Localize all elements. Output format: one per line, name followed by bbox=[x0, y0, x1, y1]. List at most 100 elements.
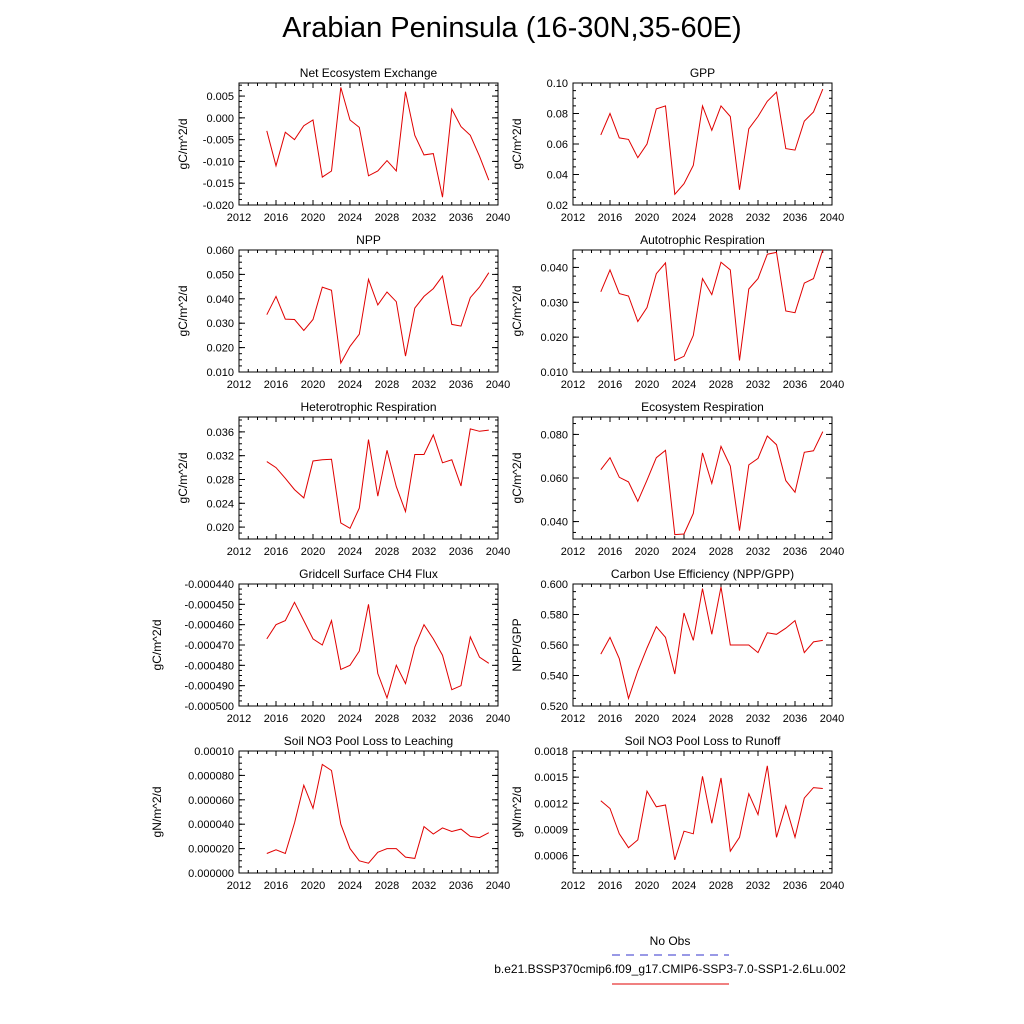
panel-10: Soil NO3 Pool Loss to Runoff gN/m^2/d 2012… bbox=[510, 734, 844, 892]
y-tick-label: 0.024 bbox=[206, 498, 234, 510]
y-tick-label: 0.005 bbox=[206, 91, 234, 103]
y-axis-label: gN/m^2/d bbox=[150, 787, 164, 838]
x-tick-label: 2040 bbox=[486, 212, 510, 224]
panel-title: GPP bbox=[690, 66, 715, 80]
y-axis-label: gC/m^2/d bbox=[150, 620, 164, 671]
y-axis-label: NPP/GPP bbox=[510, 618, 524, 671]
x-tick-label: 2032 bbox=[412, 713, 436, 725]
y-tick-label: 0.580 bbox=[540, 610, 568, 622]
x-tick-label: 2036 bbox=[783, 379, 807, 391]
x-tick-label: 2024 bbox=[338, 546, 362, 558]
panel-title: Autotrophic Respiration bbox=[640, 233, 765, 247]
y-tick-label: 0.0009 bbox=[534, 824, 568, 836]
panel-4: Autotrophic Respiration gC/m^2/d 2012 2016 2… bbox=[510, 233, 844, 391]
x-tick-label: 2028 bbox=[709, 880, 733, 892]
y-tick-label: 0.060 bbox=[206, 245, 234, 257]
x-tick-label: 2020 bbox=[301, 546, 325, 558]
y-tick-label: 0.040 bbox=[206, 294, 234, 306]
plot-frame bbox=[572, 82, 833, 206]
series-line bbox=[600, 249, 824, 362]
x-tick-label: 2040 bbox=[486, 880, 510, 892]
x-tick-label: 2032 bbox=[746, 379, 770, 391]
y-tick-label: 0.000000 bbox=[188, 868, 234, 880]
series-line bbox=[266, 601, 490, 700]
x-tick-label: 2024 bbox=[672, 880, 696, 892]
x-tick-label: 2012 bbox=[561, 546, 585, 558]
panel-5: Heterotrophic Respiration gC/m^2/d 2012 201… bbox=[176, 400, 510, 558]
y-tick-label: 0.520 bbox=[540, 701, 568, 713]
x-tick-label: 2020 bbox=[635, 713, 659, 725]
x-tick-label: 2036 bbox=[783, 212, 807, 224]
y-tick-label: -0.010 bbox=[203, 156, 234, 168]
y-tick-label: 0.060 bbox=[540, 473, 568, 485]
panel-3: NPP gC/m^2/d 2012 2016 2020 2024 2028 2032 2036 2… bbox=[176, 233, 510, 391]
x-tick-label: 2012 bbox=[561, 212, 585, 224]
x-tick-label: 2024 bbox=[338, 212, 362, 224]
x-tick-label: 2016 bbox=[264, 713, 288, 725]
x-tick-label: 2032 bbox=[746, 546, 770, 558]
y-tick-label: 0.600 bbox=[540, 579, 568, 591]
y-tick-label: 0.010 bbox=[206, 367, 234, 379]
series-line bbox=[600, 431, 824, 536]
y-tick-label: 0.0012 bbox=[534, 798, 568, 810]
y-tick-label: 0.080 bbox=[540, 429, 568, 441]
y-tick-label: 0.000020 bbox=[188, 844, 234, 856]
x-tick-label: 2028 bbox=[709, 212, 733, 224]
x-tick-label: 2040 bbox=[486, 546, 510, 558]
series-line bbox=[266, 428, 489, 530]
y-axis-label: gC/m^2/d bbox=[510, 453, 524, 504]
panel-title: Carbon Use Efficiency (NPP/GPP) bbox=[611, 567, 794, 581]
x-tick-label: 2020 bbox=[301, 212, 325, 224]
x-tick-label: 2016 bbox=[598, 379, 622, 391]
x-tick-label: 2012 bbox=[227, 546, 251, 558]
y-tick-label: 0.010 bbox=[540, 367, 568, 379]
y-tick-label: 0.000 bbox=[206, 113, 234, 125]
x-tick-label: 2036 bbox=[449, 379, 473, 391]
y-axis-label: gC/m^2/d bbox=[510, 119, 524, 170]
y-tick-label: -0.000450 bbox=[184, 599, 234, 611]
x-tick-label: 2036 bbox=[449, 880, 473, 892]
x-tick-label: 2024 bbox=[672, 379, 696, 391]
series-line bbox=[266, 272, 490, 365]
x-tick-label: 2020 bbox=[635, 880, 659, 892]
panel-title: Soil NO3 Pool Loss to Runoff bbox=[625, 734, 782, 748]
x-tick-label: 2012 bbox=[561, 713, 585, 725]
legend-model-label: b.e21.BSSP370cmip6.f09_g17.CMIP6-SSP3-7.… bbox=[494, 962, 846, 976]
plot-frame bbox=[238, 249, 499, 373]
x-tick-label: 2028 bbox=[375, 379, 399, 391]
x-tick-label: 2016 bbox=[598, 880, 622, 892]
x-tick-label: 2020 bbox=[301, 880, 325, 892]
y-tick-label: -0.000470 bbox=[184, 640, 234, 652]
page-title: Arabian Peninsula (16-30N,35-60E) bbox=[282, 12, 742, 44]
y-tick-label: 0.030 bbox=[206, 318, 234, 330]
x-tick-label: 2032 bbox=[746, 713, 770, 725]
y-tick-label: 0.000040 bbox=[188, 819, 234, 831]
x-tick-label: 2036 bbox=[783, 713, 807, 725]
x-tick-label: 2040 bbox=[820, 880, 844, 892]
x-tick-label: 2028 bbox=[709, 379, 733, 391]
y-tick-label: 0.032 bbox=[206, 451, 234, 463]
plot-frame bbox=[238, 583, 499, 707]
x-tick-label: 2024 bbox=[672, 713, 696, 725]
x-tick-label: 2016 bbox=[598, 212, 622, 224]
legend-obs-label: No Obs bbox=[650, 934, 691, 948]
legend: No Obs b.e21.BSSP370cmip6.f09_g17.CMIP6-S… bbox=[494, 934, 846, 985]
plot-frame bbox=[572, 583, 833, 707]
x-tick-label: 2028 bbox=[709, 713, 733, 725]
series-line bbox=[266, 87, 490, 198]
x-tick-label: 2040 bbox=[820, 379, 844, 391]
y-tick-label: 0.02 bbox=[547, 200, 568, 212]
y-tick-label: -0.005 bbox=[203, 135, 234, 147]
y-axis-label: gC/m^2/d bbox=[176, 453, 190, 504]
series-line bbox=[600, 586, 823, 701]
x-tick-label: 2024 bbox=[338, 880, 362, 892]
plot-frame bbox=[238, 82, 499, 206]
y-tick-label: 0.040 bbox=[540, 517, 568, 529]
x-tick-label: 2024 bbox=[672, 212, 696, 224]
x-tick-label: 2020 bbox=[301, 713, 325, 725]
panel-title: Net Ecosystem Exchange bbox=[300, 66, 438, 80]
x-tick-label: 2012 bbox=[561, 379, 585, 391]
x-tick-label: 2032 bbox=[412, 379, 436, 391]
y-axis-label: gC/m^2/d bbox=[176, 286, 190, 337]
